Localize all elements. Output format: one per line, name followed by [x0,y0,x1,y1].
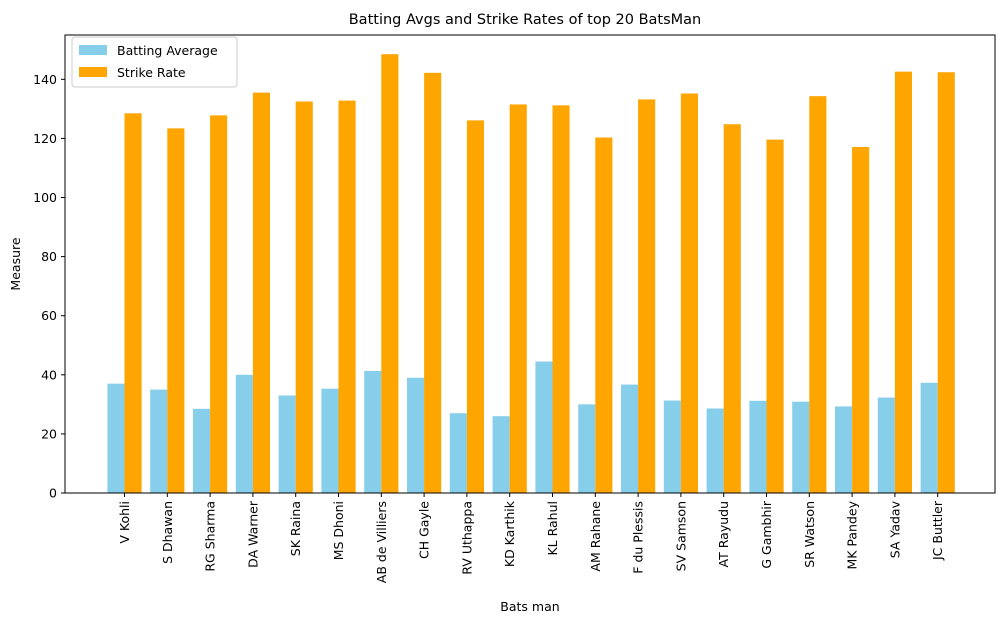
batting-average-bar [150,389,168,493]
y-axis: 0 20 40 60 80 100 120 140 [33,72,65,501]
x-tick-label: SV Samson [673,501,688,571]
strike-rate-bar [809,96,827,494]
batting-average-bar [877,397,895,493]
strike-rate-bar [210,115,228,494]
x-tick-label: DA Warner [245,500,260,568]
strike-rate-bar [381,54,399,494]
batting-average-bar [621,384,639,493]
strike-rate-bar [894,71,912,493]
legend-swatch-batting-average [79,45,107,55]
strike-rate-bar [595,137,613,493]
strike-rate-bar [252,92,270,494]
strike-rate-bar [167,128,185,493]
strike-rate-bar [424,72,442,493]
x-tick-label: MK Pandey [845,500,860,569]
y-tick-label: 0 [49,486,57,501]
batting-average-bar [663,400,681,493]
batting-average-bar [492,416,510,493]
strike-rate-bar [509,104,527,493]
x-tick-label: F du Plessis [631,501,646,574]
y-tick-label: 20 [41,426,57,441]
y-tick-label: 100 [33,190,57,205]
batting-average-bar [578,404,596,493]
strike-rate-bar [124,113,142,494]
y-tick-label: 140 [33,72,57,87]
strike-rate-bar [937,72,955,493]
x-tick-label: AT Rayudu [716,501,731,567]
batting-average-bar [449,413,467,493]
x-tick-label: V Kohli [117,501,132,544]
batting-average-bar [792,401,810,493]
strike-rate-bar [338,100,356,493]
strike-rate-bar [638,99,656,494]
y-tick-label: 80 [41,249,57,264]
strike-rate-bar [552,105,570,493]
x-tick-label: MS Dhoni [331,501,346,560]
batting-average-bar [364,370,382,493]
x-tick-label: AM Rahane [588,501,603,572]
x-tick-label: CH Gayle [417,501,432,559]
strike-rate-bar [466,120,484,493]
x-tick-label: AB de Villiers [374,501,389,583]
x-axis-label: Bats man [500,599,559,614]
x-tick-label: KD Karthik [502,500,517,567]
x-tick-label: SK Raina [288,501,303,556]
x-tick-label: RV Uthappa [459,501,474,575]
y-tick-label: 120 [33,131,57,146]
x-tick-label: G Gambhir [759,500,774,569]
chart-title: Batting Avgs and Strike Rates of top 20 … [349,12,702,28]
x-tick-label: S Dhawan [160,501,175,564]
legend-box [71,36,238,88]
legend-swatch-strike-rate [79,67,107,77]
x-tick-label: SR Watson [802,501,817,568]
legend: Batting Average Strike Rate [71,36,238,88]
legend-label-batting-average: Batting Average [117,43,218,58]
batting-average-bar [107,383,125,493]
x-tick-label: KL Rahul [545,501,560,556]
batting-average-bar [321,388,339,493]
x-tick-label: JC Buttler [930,500,945,561]
plot-area [107,54,955,494]
y-axis-label: Measure [8,237,23,290]
strike-rate-bar [680,93,698,493]
x-axis: V Kohli S Dhawan RG Sharma DA Warner SK Rain… [117,493,945,583]
strike-rate-bar [295,101,313,493]
batting-average-bar [193,408,211,493]
strike-rate-bar [723,124,741,494]
batting-average-bar [835,406,853,493]
plot-frame [64,34,996,494]
batting-average-bar [749,400,767,493]
batting-average-bar [706,408,724,493]
x-tick-label: RG Sharma [203,501,218,572]
batting-average-bar [235,374,253,493]
strike-rate-bar [852,146,870,494]
y-tick-label: 40 [41,367,57,382]
strike-rate-bar [766,139,784,493]
x-tick-label: SA Yadav [887,500,902,558]
y-tick-label: 60 [41,308,57,323]
batting-average-bar [535,361,553,493]
batting-average-bar [278,395,296,493]
batting-average-bar [407,377,425,493]
legend-label-strike-rate: Strike Rate [117,65,186,80]
batting-average-bar [920,382,938,493]
